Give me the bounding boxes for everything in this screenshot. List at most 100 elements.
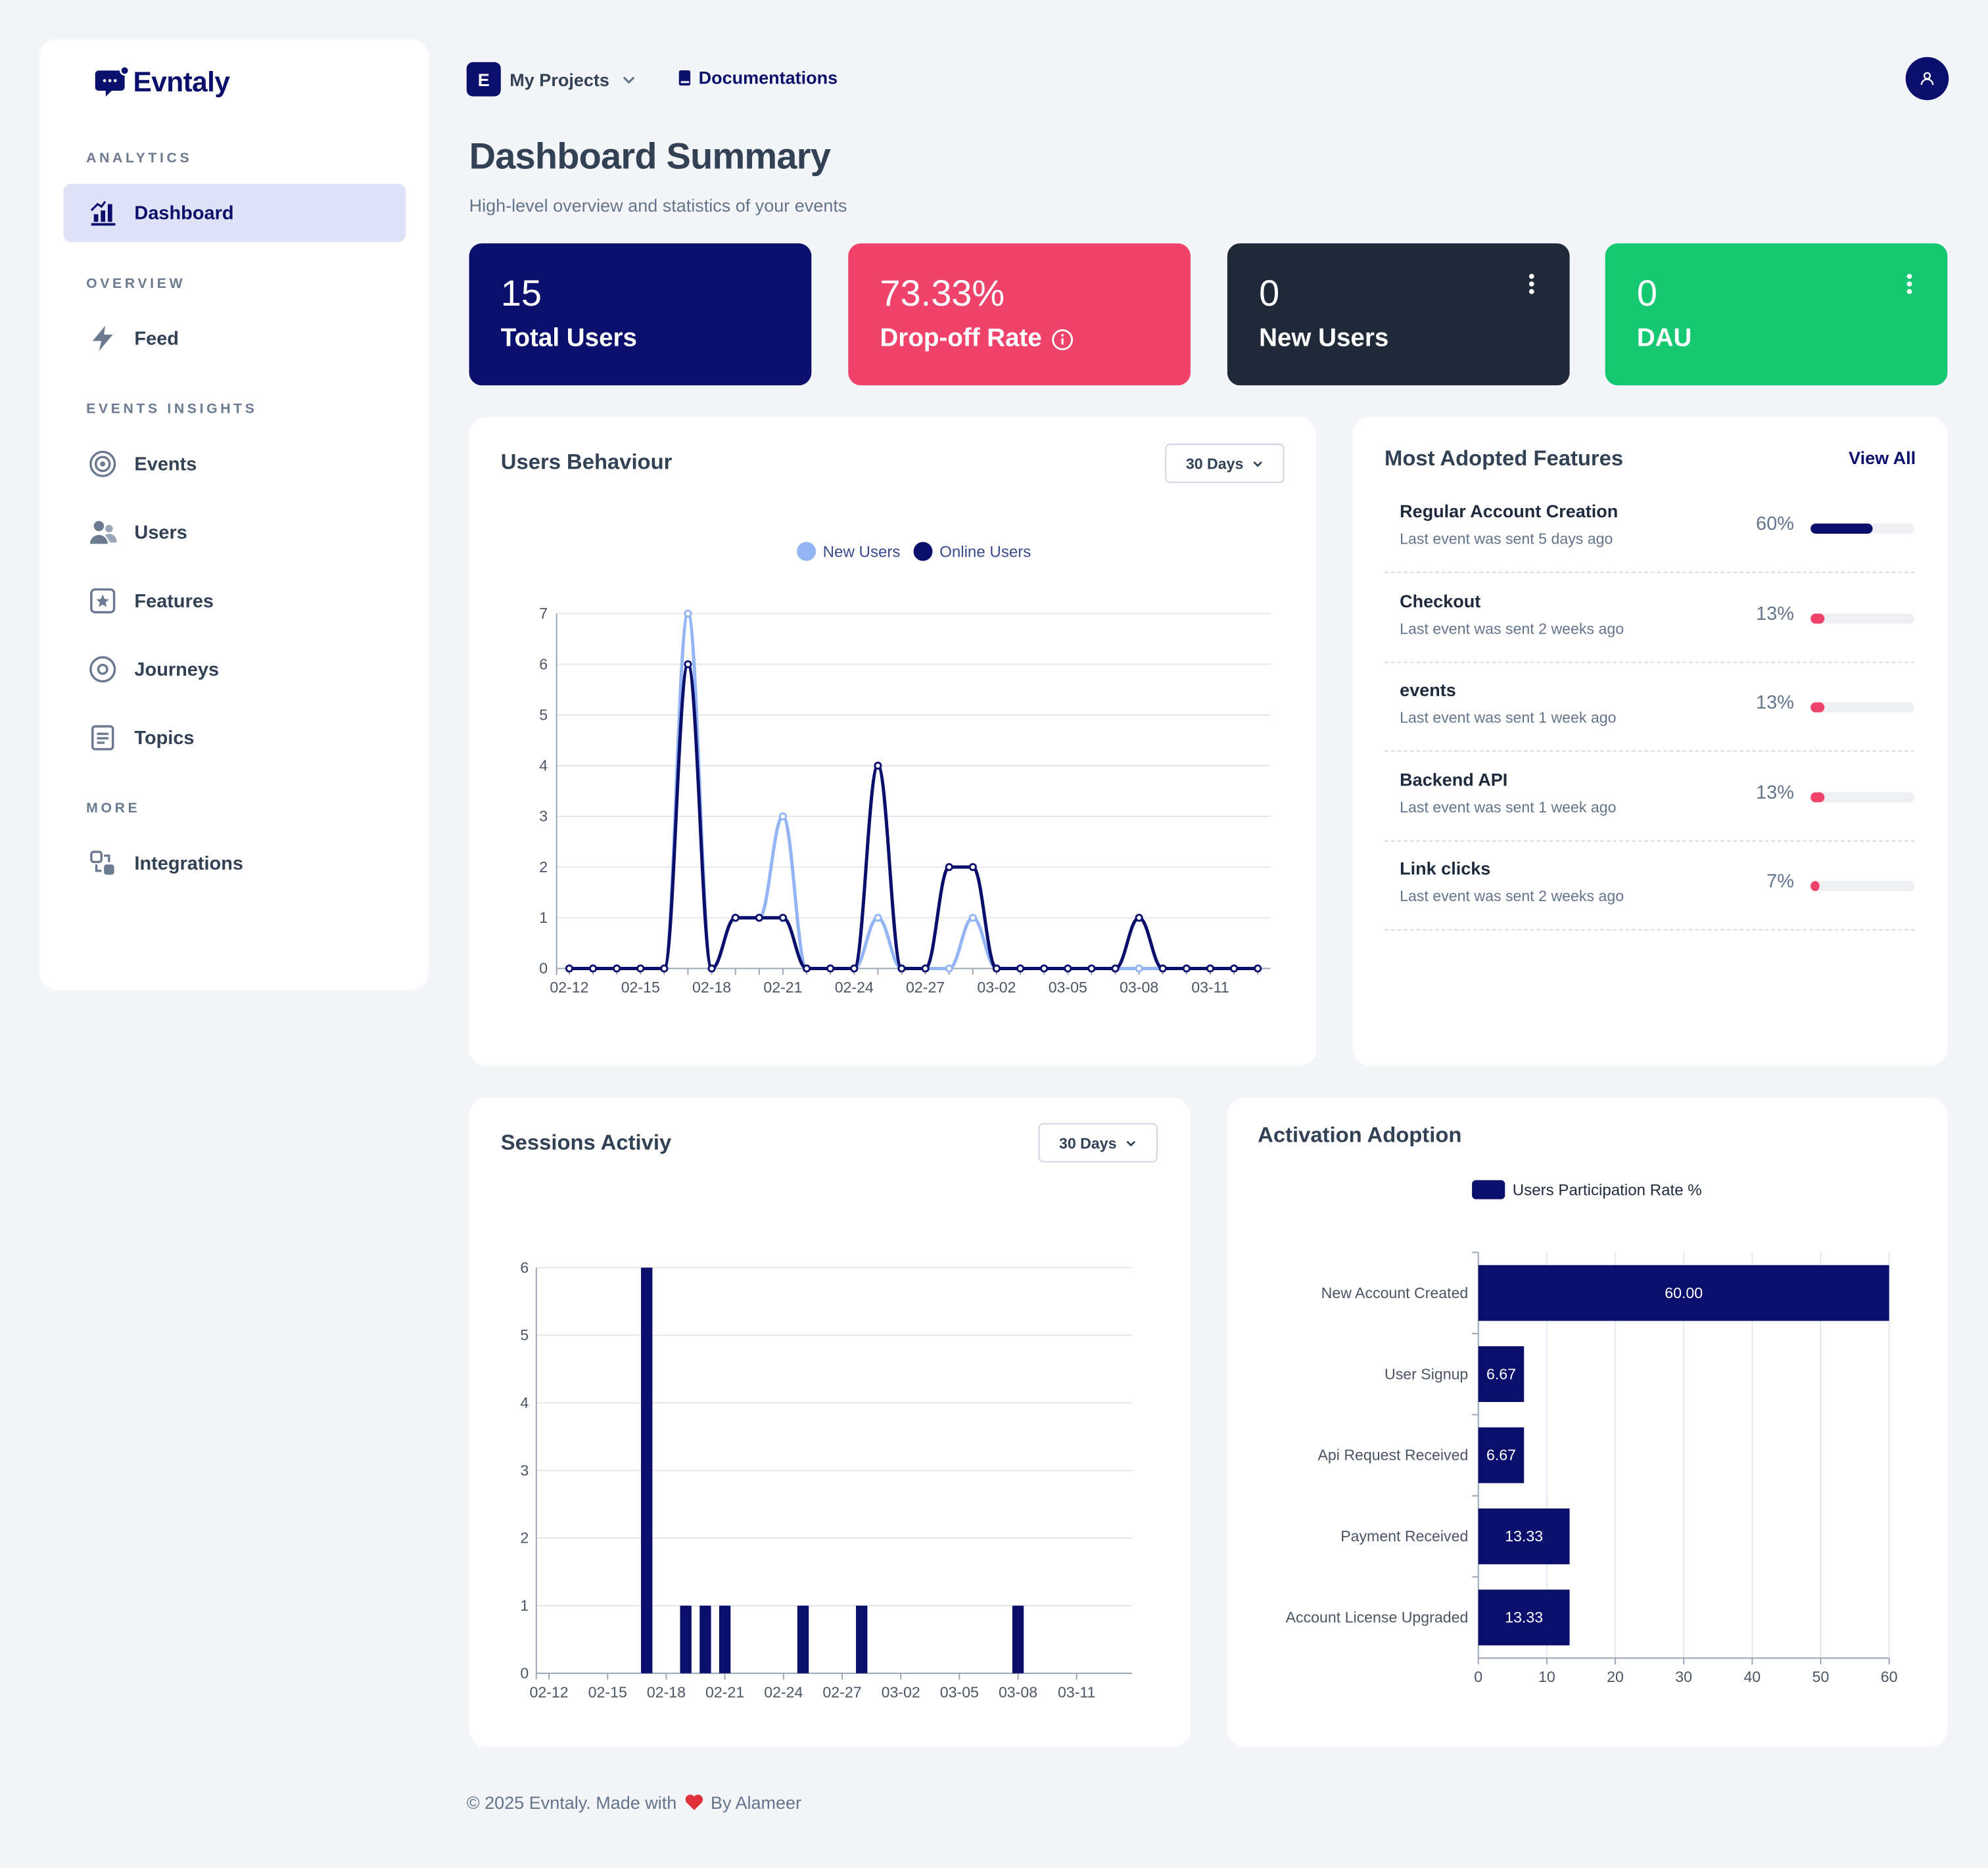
y-tick-label: 3	[520, 1462, 529, 1479]
y-tick-label: 5	[520, 1326, 529, 1343]
x-tick-label: 40	[1743, 1668, 1761, 1685]
feature-percentage: 7%	[1766, 870, 1794, 893]
y-tick-label: 2	[520, 1529, 529, 1547]
chevron-down-icon	[1125, 1140, 1135, 1146]
users-behaviour-card: Users Behaviour 30 Days New Users Online …	[469, 417, 1316, 1066]
sidebar-item-features[interactable]: Features	[63, 572, 406, 630]
book-icon	[678, 70, 691, 85]
data-point	[778, 914, 788, 922]
footer-prefix: © 2025 Evntaly. Made with	[466, 1792, 677, 1813]
data-point	[1135, 964, 1143, 973]
sidebar-item-journeys[interactable]: Journeys	[63, 640, 406, 699]
data-point	[897, 964, 906, 973]
user-avatar[interactable]	[1905, 57, 1949, 101]
bar-chart-icon	[87, 198, 118, 228]
x-tick-label: 02-18	[692, 979, 731, 996]
documentation-link[interactable]: Documentations	[678, 67, 838, 87]
sidebar-item-integrations[interactable]: Integrations	[63, 834, 406, 893]
sidebar-item-label: Topics	[134, 727, 195, 749]
sidebar-item-label: Feed	[134, 327, 179, 350]
data-point	[992, 964, 1001, 973]
feature-row[interactable]: Checkout Last event was sent 2 weeks ago 1…	[1384, 574, 1915, 663]
data-point	[1087, 964, 1096, 973]
section-label-events-insights: EVENTS INSIGHTS	[86, 402, 258, 417]
stat-card-total-users: 15 Total Users	[469, 243, 812, 386]
info-icon[interactable]	[1051, 328, 1074, 351]
data-point	[707, 964, 716, 973]
stat-label-text: Total Users	[500, 324, 638, 353]
feature-row[interactable]: Backend API Last event was sent 1 week ag…	[1384, 753, 1915, 841]
x-tick-label: 60	[1881, 1668, 1898, 1685]
sidebar-item-label: Journeys	[134, 658, 220, 680]
stat-value: 0	[1259, 273, 1280, 315]
sidebar-item-topics[interactable]: Topics	[63, 709, 406, 767]
stat-label: Drop-off Rate	[880, 325, 1074, 354]
bar	[641, 1267, 653, 1673]
data-point	[565, 964, 574, 973]
feature-progress-fill	[1810, 791, 1824, 802]
x-tick-label: 20	[1607, 1668, 1624, 1685]
brand-logo[interactable]: Evntaly	[95, 64, 230, 100]
x-tick-label: 02-21	[705, 1683, 744, 1700]
x-tick-label: 02-15	[588, 1683, 627, 1700]
feature-row[interactable]: events Last event was sent 1 week ago 13%	[1384, 663, 1915, 752]
range-select[interactable]: 30 Days	[1038, 1123, 1158, 1163]
card-title: Sessions Activiy	[500, 1131, 672, 1155]
x-tick-label: 02-12	[550, 979, 588, 996]
feature-row[interactable]: Regular Account Creation Last event was s…	[1384, 484, 1915, 573]
data-point	[968, 863, 977, 872]
bar-value-label: 6.67	[1486, 1447, 1516, 1464]
stat-label: DAU	[1637, 325, 1692, 354]
y-tick-label: 2	[539, 858, 548, 876]
data-point	[968, 914, 977, 922]
activation-adoption-chart: Users Participation Rate % 0 10 20 30 40 50 60 N…	[1286, 1180, 1898, 1685]
sidebar-item-label: Features	[134, 590, 214, 612]
sidebar: Evntaly ANALYTICS Dashboard OVERVIEW Fee…	[39, 39, 429, 991]
data-point	[1111, 964, 1120, 973]
view-all-link[interactable]: View All	[1849, 447, 1916, 468]
x-tick-label: 03-08	[1120, 979, 1158, 996]
range-select[interactable]: 30 Days	[1165, 444, 1285, 483]
data-point	[874, 914, 882, 922]
brand-name: Evntaly	[133, 66, 230, 98]
bar	[680, 1605, 692, 1673]
data-point	[1229, 964, 1239, 973]
stat-value: 73.33%	[880, 273, 1005, 315]
stat-label-text: New Users	[1259, 324, 1389, 353]
project-badge: E	[466, 62, 501, 97]
x-tick-label: 03-02	[882, 1683, 920, 1700]
chevron-down-icon	[622, 76, 634, 83]
more-vertical-icon[interactable]	[1526, 271, 1536, 294]
bar	[1478, 1427, 1525, 1483]
data-point	[1064, 964, 1072, 973]
y-tick-label: Account License Upgraded	[1286, 1609, 1469, 1626]
more-vertical-icon[interactable]	[1905, 271, 1914, 294]
feature-row[interactable]: Link clicks Last event was sent 2 weeks a…	[1384, 842, 1915, 931]
card-title: Most Adopted Features	[1384, 446, 1624, 471]
data-point	[1254, 964, 1262, 973]
documentation-label: Documentations	[698, 67, 838, 88]
range-label: 30 Days	[1185, 454, 1244, 473]
data-point	[684, 660, 692, 668]
sidebar-item-feed[interactable]: Feed	[63, 310, 406, 368]
data-point	[755, 914, 763, 922]
sidebar-item-dashboard[interactable]: Dashboard	[63, 183, 406, 243]
x-tick-label: 02-15	[621, 979, 660, 996]
x-tick-label: 10	[1538, 1668, 1555, 1685]
feature-progress-bar	[1810, 702, 1915, 712]
star-box-icon	[87, 586, 118, 616]
data-point	[874, 761, 882, 770]
data-point	[660, 964, 669, 973]
project-switcher[interactable]: E My Projects	[466, 62, 638, 97]
heart-icon	[684, 1794, 703, 1811]
x-tick-label: 03-05	[1049, 979, 1087, 996]
target-icon	[87, 654, 118, 684]
y-tick-label: 1	[520, 1597, 529, 1614]
x-tick-label: 0	[1474, 1668, 1482, 1685]
feature-percentage: 60%	[1756, 513, 1794, 535]
sidebar-item-users[interactable]: Users	[63, 503, 406, 562]
sidebar-item-events[interactable]: Events	[63, 435, 406, 494]
document-list-icon	[87, 722, 118, 753]
broadcast-icon	[87, 449, 118, 479]
